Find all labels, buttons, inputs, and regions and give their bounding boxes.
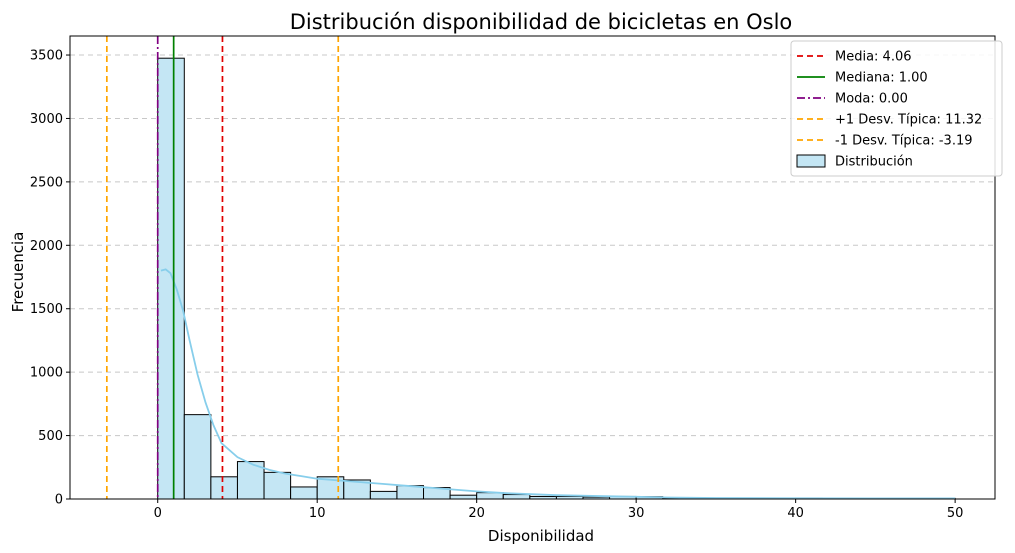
legend-label: Distribución <box>835 155 913 170</box>
y-tick-label: 2500 <box>30 175 63 190</box>
legend-label: -1 Desv. Típica: -3.19 <box>835 134 973 149</box>
y-tick-label: 3000 <box>30 112 63 127</box>
histogram-bar <box>290 486 318 500</box>
legend-items: Media: 4.06 Mediana: 1.00 Moda: 0.00 +1 Des… <box>796 50 982 170</box>
legend-label: Mediana: 1.00 <box>835 71 928 86</box>
x-tick-label: 20 <box>468 506 485 521</box>
y-tick-label: 1500 <box>30 302 63 317</box>
kde-curve-group <box>160 268 956 500</box>
legend-box <box>790 40 1003 177</box>
legend: Media: 4.06 Mediana: 1.00 Moda: 0.00 +1 Des… <box>790 40 1003 177</box>
histogram-bar <box>449 494 478 500</box>
histogram-bars <box>157 57 956 500</box>
y-tick-label: 0 <box>55 493 63 508</box>
x-axis-label: Disponibilidad <box>488 527 594 545</box>
kde-curve <box>160 268 956 500</box>
reference-lines <box>105 36 340 499</box>
legend-swatch <box>796 154 826 168</box>
x-tick-label: 10 <box>309 506 326 521</box>
x-axis-ticks: 0 10 20 30 40 50 <box>154 499 964 521</box>
histogram-bar <box>369 490 398 500</box>
histogram-bar <box>183 414 212 500</box>
x-tick-label: 0 <box>154 506 162 521</box>
histogram-bar <box>210 476 238 500</box>
legend-label: Moda: 0.00 <box>835 92 908 107</box>
y-tick-label: 3500 <box>30 49 63 64</box>
chart-title: Distribución disponibilidad de bicicleta… <box>290 10 793 34</box>
x-tick-label: 50 <box>947 506 964 521</box>
histogram-bar <box>263 471 292 500</box>
histogram-bar <box>157 57 185 500</box>
x-tick-label: 40 <box>787 506 804 521</box>
y-axis-label: Frecuencia <box>9 232 27 313</box>
y-tick-label: 1000 <box>30 366 63 381</box>
grid-lines <box>70 54 995 437</box>
x-tick-label: 30 <box>628 506 645 521</box>
y-tick-label: 500 <box>38 429 63 444</box>
plot-frame <box>69 35 996 500</box>
legend-label: +1 Desv. Típica: 11.32 <box>835 113 982 128</box>
legend-label: Media: 4.06 <box>835 50 912 65</box>
y-axis-ticks: 0 500 1000 1500 2000 2500 3000 3500 <box>30 49 70 508</box>
histogram-bar <box>236 461 265 500</box>
y-tick-label: 2000 <box>30 239 63 254</box>
histogram-bar <box>502 494 531 500</box>
